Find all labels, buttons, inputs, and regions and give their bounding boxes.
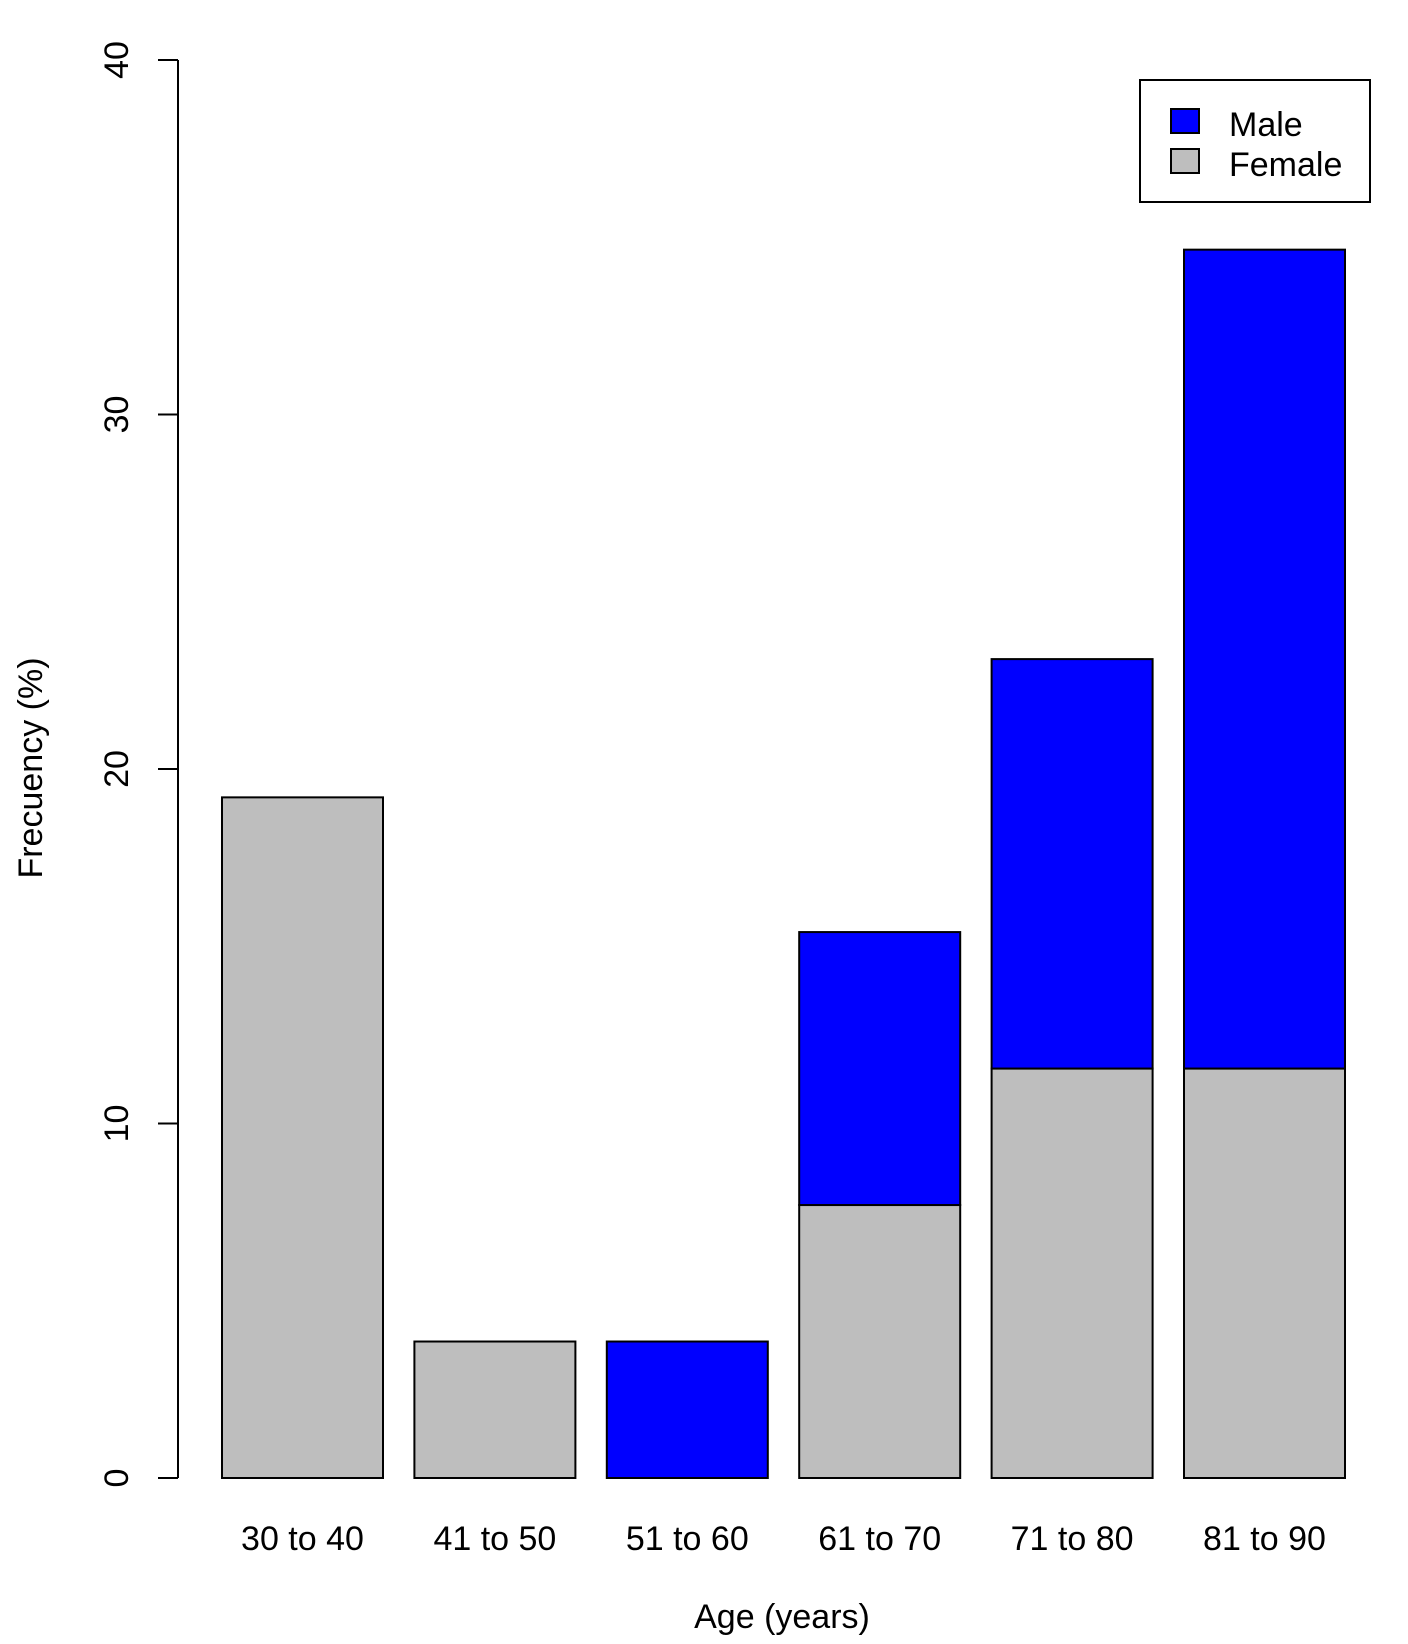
bar-female-3 bbox=[798, 1204, 962, 1480]
bar-male-2 bbox=[605, 1340, 769, 1479]
x-axis-label: Age (years) bbox=[694, 1598, 870, 1636]
bar-male-4 bbox=[990, 658, 1154, 1070]
legend-swatch-male bbox=[1170, 108, 1200, 134]
bars-layer bbox=[221, 248, 1346, 1480]
y-tick-label: 20 bbox=[98, 750, 136, 788]
legend-label-male: Male bbox=[1229, 106, 1303, 144]
bar-male-3 bbox=[798, 931, 962, 1207]
bar-male-5 bbox=[1183, 248, 1346, 1070]
x-category-label: 61 to 70 bbox=[818, 1520, 941, 1558]
y-axis-ticks: 0 10 20 30 40 bbox=[98, 41, 178, 1487]
legend: Male Female bbox=[1139, 79, 1371, 203]
x-axis-category-labels: 30 to 40 41 to 50 51 to 60 61 to 70 71 to 80… bbox=[241, 1520, 1326, 1558]
x-category-label: 30 to 40 bbox=[241, 1520, 364, 1558]
y-tick-label: 10 bbox=[98, 1105, 136, 1143]
legend-swatch-female bbox=[1170, 148, 1200, 174]
bar-female-4 bbox=[990, 1067, 1154, 1479]
bar-female-1 bbox=[413, 1340, 577, 1479]
x-category-label: 81 to 90 bbox=[1203, 1520, 1326, 1558]
bar-female-0 bbox=[221, 796, 384, 1479]
bar-female-5 bbox=[1183, 1067, 1346, 1479]
y-tick-label: 0 bbox=[98, 1469, 136, 1488]
y-tick-label: 40 bbox=[98, 41, 136, 79]
legend-box bbox=[1139, 79, 1371, 203]
x-category-label: 71 to 80 bbox=[1011, 1520, 1134, 1558]
y-tick-label: 30 bbox=[98, 396, 136, 434]
x-category-label: 41 to 50 bbox=[433, 1520, 556, 1558]
y-axis-label: Frecuency (%) bbox=[12, 657, 50, 878]
x-category-label: 51 to 60 bbox=[626, 1520, 749, 1558]
legend-label-female: Female bbox=[1229, 146, 1342, 184]
